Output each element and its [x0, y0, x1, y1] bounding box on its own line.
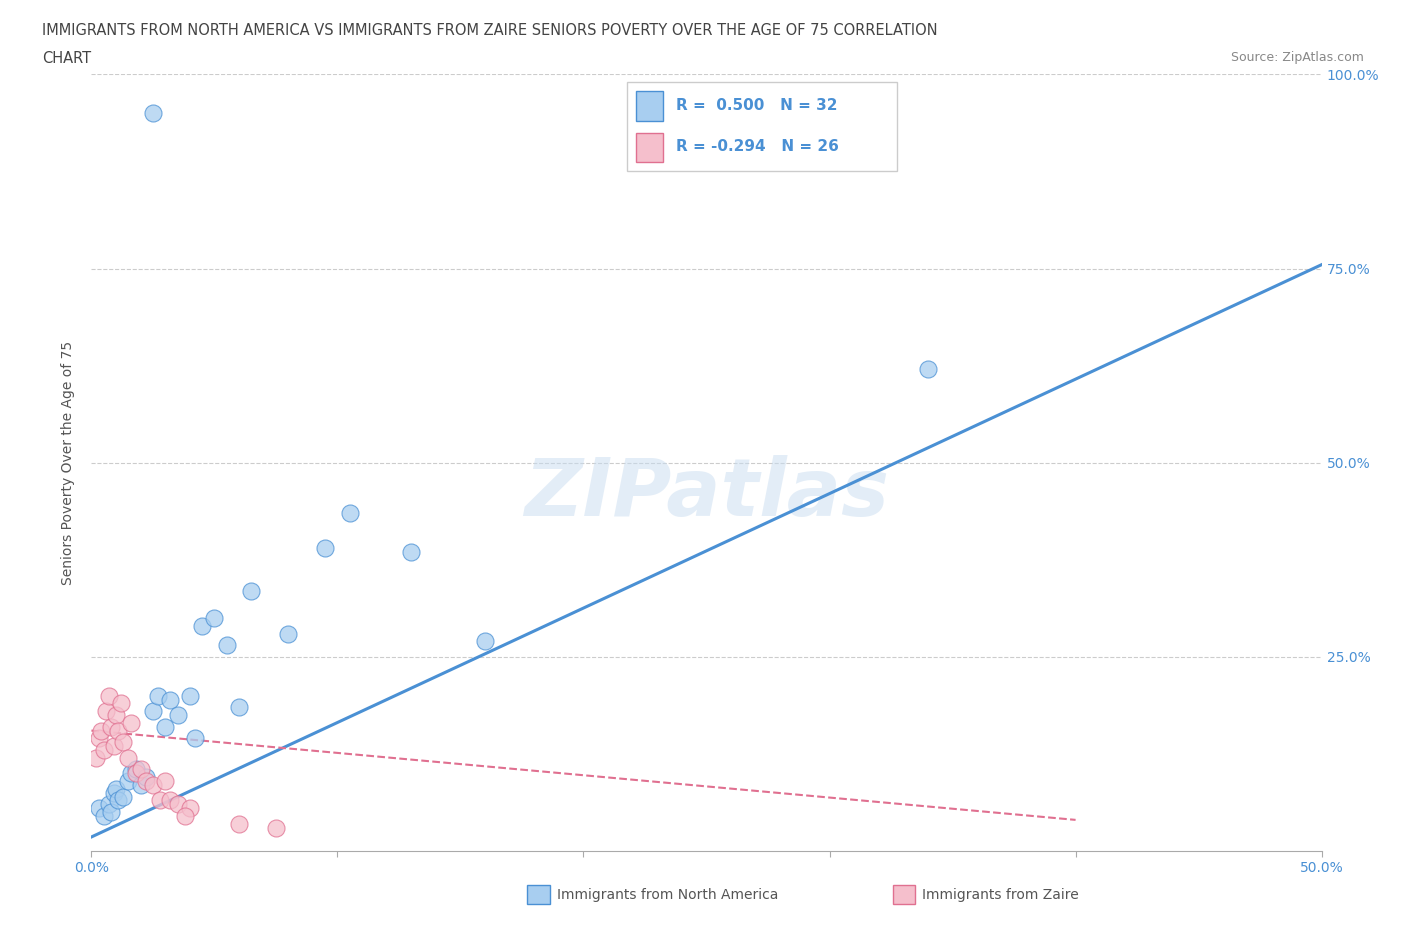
Text: Source: ZipAtlas.com: Source: ZipAtlas.com	[1230, 51, 1364, 64]
Point	[93, 742, 115, 757]
Point	[117, 751, 139, 765]
Text: IMMIGRANTS FROM NORTH AMERICA VS IMMIGRANTS FROM ZAIRE SENIORS POVERTY OVER THE : IMMIGRANTS FROM NORTH AMERICA VS IMMIGRA…	[42, 23, 938, 38]
Point	[97, 797, 120, 812]
Point	[146, 688, 169, 703]
Point	[159, 692, 181, 707]
Point	[917, 362, 939, 377]
Point	[96, 704, 117, 719]
Point	[399, 545, 422, 560]
Point	[135, 774, 156, 789]
Point	[314, 540, 336, 555]
FancyBboxPatch shape	[637, 133, 664, 162]
Point	[107, 724, 129, 738]
Point	[112, 790, 135, 804]
Point	[93, 808, 115, 823]
Point	[124, 762, 146, 777]
Point	[110, 696, 132, 711]
Point	[87, 731, 110, 746]
Point	[129, 762, 152, 777]
Point	[90, 724, 112, 738]
Point	[153, 719, 177, 734]
Point	[142, 777, 165, 792]
Point	[87, 801, 110, 816]
Point	[179, 801, 201, 816]
Text: Immigrants from Zaire: Immigrants from Zaire	[922, 887, 1078, 902]
Text: R =  0.500   N = 32: R = 0.500 N = 32	[676, 98, 837, 113]
Text: Immigrants from North America: Immigrants from North America	[557, 887, 778, 902]
Point	[159, 793, 181, 808]
Point	[228, 700, 250, 715]
Y-axis label: Seniors Poverty Over the Age of 75: Seniors Poverty Over the Age of 75	[62, 340, 76, 585]
Point	[149, 793, 172, 808]
Point	[124, 766, 146, 781]
FancyBboxPatch shape	[627, 82, 897, 171]
Point	[120, 715, 142, 730]
Point	[142, 704, 165, 719]
Point	[100, 719, 122, 734]
Point	[117, 774, 139, 789]
Point	[97, 688, 120, 703]
Point	[277, 626, 299, 641]
Point	[105, 781, 127, 796]
Text: ZIPatlas: ZIPatlas	[524, 455, 889, 533]
Point	[191, 618, 214, 633]
Point	[103, 738, 125, 753]
Point	[86, 751, 108, 765]
Point	[339, 506, 361, 521]
Point	[240, 583, 263, 598]
Point	[107, 793, 129, 808]
Point	[142, 106, 165, 121]
Point	[228, 817, 250, 831]
Point	[166, 708, 188, 723]
Point	[100, 804, 122, 819]
Point	[179, 688, 201, 703]
Text: R = -0.294   N = 26: R = -0.294 N = 26	[676, 140, 838, 154]
Point	[166, 797, 188, 812]
Text: CHART: CHART	[42, 51, 91, 66]
Point	[153, 774, 177, 789]
Point	[183, 731, 207, 746]
Point	[112, 735, 135, 750]
Point	[120, 766, 142, 781]
FancyBboxPatch shape	[637, 91, 664, 121]
Point	[105, 708, 127, 723]
Point	[202, 611, 225, 626]
Point	[264, 820, 287, 835]
Point	[129, 777, 152, 792]
Point	[474, 634, 496, 649]
Point	[215, 638, 238, 653]
Point	[135, 770, 156, 785]
Point	[103, 785, 125, 800]
Point	[174, 808, 197, 823]
